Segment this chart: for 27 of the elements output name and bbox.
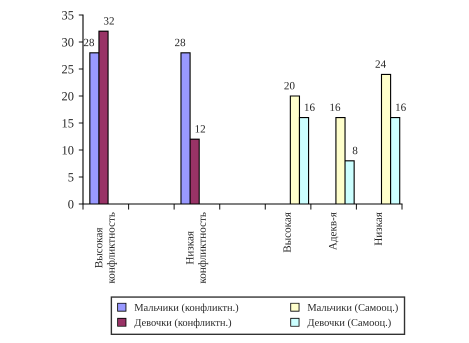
legend-label: Девочки (конфликтн.) (134, 318, 232, 328)
data-label: 16 (304, 104, 315, 112)
y-tick-label: 10 (62, 146, 74, 154)
data-label: 32 (104, 17, 114, 25)
y-tick-label: 5 (68, 173, 74, 182)
x-tick-label: Адекв-я (328, 212, 338, 250)
data-label: 28 (175, 38, 186, 46)
y-tick-label: 20 (62, 92, 74, 100)
data-label: 20 (284, 82, 295, 90)
data-label: 28 (84, 38, 94, 46)
legend-label: Девочки (Самооц.) (307, 318, 391, 328)
x-tick-label: Низкая (374, 212, 382, 246)
data-label: 16 (396, 104, 406, 112)
x-tick-label: Высокая конфликтность (94, 212, 118, 284)
x-tick-label: Высокая (283, 212, 291, 252)
y-tick-label: 35 (62, 11, 74, 20)
data-label: 8 (352, 146, 358, 154)
legend-label: Мальчики (конфликтн.) (134, 304, 238, 314)
y-tick-label: 30 (62, 38, 74, 46)
data-label: 12 (196, 125, 206, 133)
x-tick-label: Низкая конфликтность (186, 212, 208, 284)
y-tick-label: 0 (68, 200, 74, 208)
legend-label: Мальчики (Самооц.) (308, 304, 398, 314)
y-tick-label: 25 (62, 65, 74, 74)
data-label: 16 (330, 104, 340, 112)
y-tick-label: 15 (62, 119, 74, 128)
data-label: 24 (376, 60, 386, 68)
